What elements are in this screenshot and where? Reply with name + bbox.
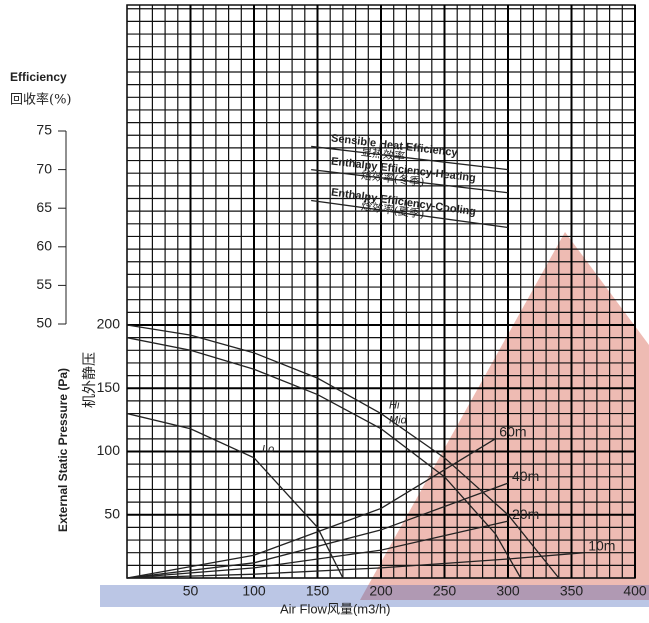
y-tick-label: 150 xyxy=(97,379,121,395)
x-tick-label: 350 xyxy=(560,583,584,599)
y2-tick-label: 70 xyxy=(36,160,52,176)
curve-label: 20m xyxy=(512,506,539,522)
curve-label: Lo xyxy=(262,444,274,456)
curve-label: 40m xyxy=(512,468,539,484)
y2-tick-label: 60 xyxy=(36,238,52,254)
y-axis-title-cn: 机外静压 xyxy=(82,352,98,408)
y2-tick-label: 65 xyxy=(36,199,52,215)
x-tick-label: 250 xyxy=(433,583,457,599)
x-tick-label: 150 xyxy=(306,583,330,599)
x-tick-label: 50 xyxy=(183,583,199,599)
x-tick-label: 200 xyxy=(369,583,393,599)
x-tick-label: 300 xyxy=(496,583,520,599)
y-tick-label: 50 xyxy=(104,505,120,521)
curve-label: 10m xyxy=(588,537,615,553)
x-tick-label: 100 xyxy=(242,583,266,599)
y2-tick-label: 50 xyxy=(36,315,52,331)
y-tick-label: 100 xyxy=(97,442,121,458)
chart: Efficiency 回收率(%) External Static Pressu… xyxy=(0,0,649,623)
curve-label: 60m xyxy=(499,424,526,440)
y2-tick-label: 75 xyxy=(36,122,52,138)
efficiency-title-cn: 回收率(%) xyxy=(10,92,72,108)
y-tick-label: 200 xyxy=(97,316,121,332)
x-axis-title: Air Flow风量(m3/h) xyxy=(280,601,391,616)
efficiency-title: Efficiency xyxy=(10,70,67,84)
x-tick-label: 400 xyxy=(623,583,647,599)
curve-label: Hi xyxy=(389,399,400,411)
curve-label: Mid xyxy=(389,415,408,427)
y2-tick-label: 55 xyxy=(36,276,52,292)
curve xyxy=(127,414,343,578)
y-axis-title: External Static Pressure (Pa) xyxy=(56,368,70,532)
